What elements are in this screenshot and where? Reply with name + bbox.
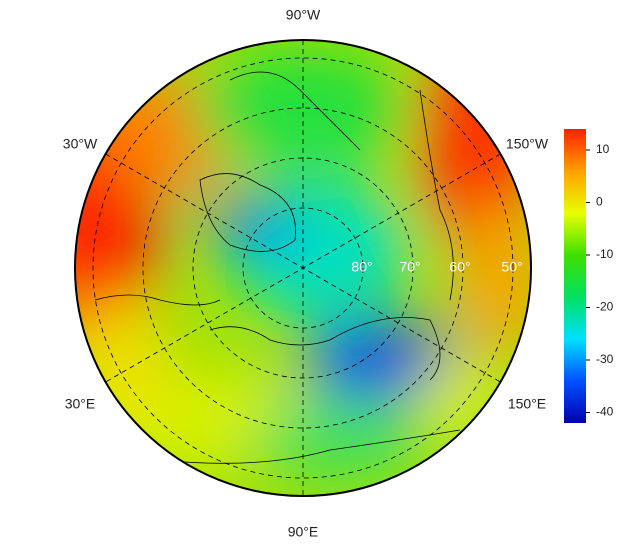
latitude-circle	[92, 57, 514, 479]
colorbar-tick-label: -40	[596, 405, 614, 419]
lon-label: 150°W	[506, 136, 549, 152]
lat-label: 60°	[449, 259, 470, 275]
lon-label: 150°E	[508, 396, 546, 412]
coastline	[94, 71, 461, 464]
lon-label: 90°E	[288, 524, 319, 540]
lat-label: 80°	[351, 259, 372, 275]
colorbar-tick-label: -10	[596, 247, 614, 261]
lon-label: 30°E	[65, 396, 96, 412]
lon-label: 30°W	[63, 136, 98, 152]
lon-label: 90°W	[286, 7, 321, 23]
colorbar-tick-label: -20	[596, 300, 614, 314]
meridian	[105, 153, 501, 383]
colorbar	[564, 129, 586, 423]
lat-label: 50°	[501, 259, 522, 275]
latitude-circle	[142, 107, 464, 429]
colorbar-tick-label: -30	[596, 352, 614, 366]
graticule	[92, 40, 514, 496]
colorbar-tick-label: 10	[596, 142, 610, 156]
colorbar-tick-label: 0	[596, 195, 603, 209]
lat-label: 70°	[399, 259, 420, 275]
